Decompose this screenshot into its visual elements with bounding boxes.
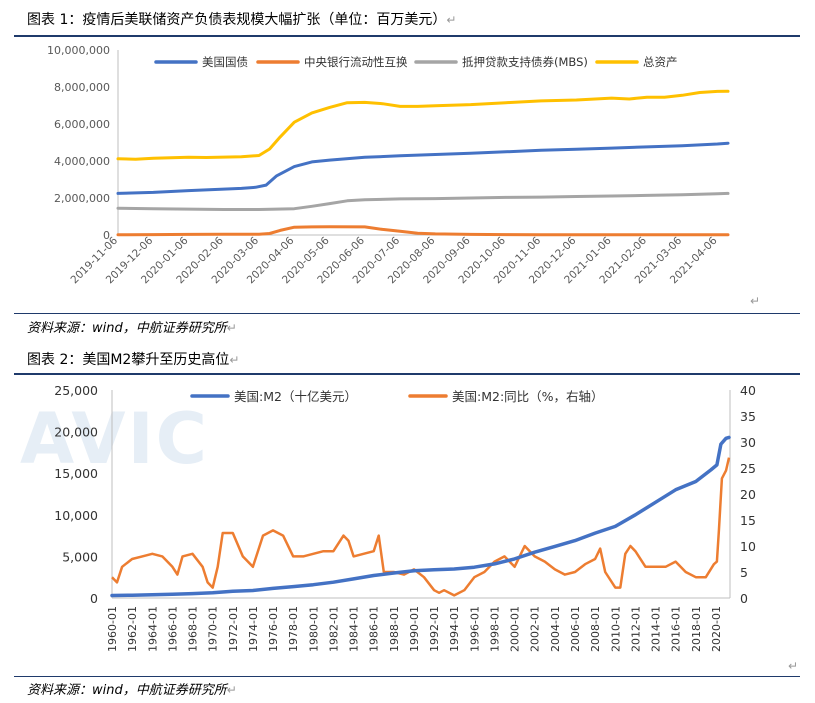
x-tick-label: 2008-01 — [589, 606, 602, 652]
x-tick-label: 1976-01 — [267, 606, 280, 652]
figure1-chart: 0 2,000,000 4,000,000 6,000,000 8,000,000 10,… — [47, 44, 760, 308]
series-line-m2 — [110, 435, 731, 598]
return-mark: ↵ — [750, 294, 760, 308]
y-tick-label: 25,000 — [54, 383, 98, 398]
x-tick-label: 2016-01 — [670, 606, 683, 652]
legend-label: 中央银行流动性互换 — [304, 55, 408, 69]
x-tick-label: 2002-01 — [529, 606, 542, 652]
y-tick-label: 4,000,000 — [54, 155, 110, 168]
series-line-3 — [116, 89, 730, 161]
x-tick-label: 1992-01 — [428, 606, 441, 652]
y-tick-label: 2,000,000 — [54, 192, 110, 205]
x-tick-label: 1974-01 — [247, 606, 260, 652]
figure2-title: 图表 2：美国M2攀升至历史高位↵ — [27, 352, 240, 368]
x-tick-label: 1970-01 — [207, 606, 220, 652]
series-line-2 — [116, 191, 730, 211]
x-tick-label: 1972-01 — [227, 606, 240, 652]
figure1-bottom-rule — [14, 313, 800, 314]
x-tick-label: 1990-01 — [408, 606, 421, 652]
y2-tick-label: 5 — [740, 565, 748, 580]
y2-tick-label: 10 — [740, 539, 756, 554]
legend-label: 美国:M2（十亿美元） — [234, 389, 357, 404]
y-tick-label: 5,000 — [62, 549, 98, 564]
x-tick-label: 2004-01 — [549, 606, 562, 652]
y2-tick-label: 20 — [740, 487, 756, 502]
y2-tick-label: 35 — [740, 409, 756, 424]
series-line-1 — [116, 225, 730, 237]
y-tick-label: 15,000 — [54, 466, 98, 481]
legend-label: 美国国债 — [202, 55, 248, 69]
x-tick-label: 1978-01 — [287, 606, 300, 652]
figure2-chart: 0 5,000 10,000 15,000 20,000 25,000 0 5 10 15 20 25… — [54, 383, 798, 673]
y2-tick-label: 15 — [740, 513, 756, 528]
figure2-bottom-rule — [14, 676, 800, 677]
y-tick-label: 20,000 — [54, 425, 98, 440]
x-tick-label: 2018-01 — [690, 606, 703, 652]
x-tick-label: 2006-01 — [569, 606, 582, 652]
x-tick-label: 1968-01 — [187, 606, 200, 652]
x-tick-label: 2010-01 — [609, 606, 622, 652]
return-mark: ↵ — [788, 659, 798, 673]
y-tick-label: 10,000 — [54, 508, 98, 523]
y-tick-label: 8,000,000 — [54, 81, 110, 94]
y-tick-label: 0 — [90, 591, 98, 606]
x-tick-label: 2012-01 — [629, 606, 642, 652]
figure2-source: 资料来源：wind，中航证券研究所↵ — [27, 683, 237, 698]
x-tick-label: 1994-01 — [448, 606, 461, 652]
x-tick-label: 2014-01 — [650, 606, 663, 652]
figure1-source: 资料来源：wind，中航证券研究所↵ — [27, 321, 237, 336]
x-tick-label: 1998-01 — [488, 606, 501, 652]
series-line-0 — [116, 141, 730, 195]
x-tick-label: 2020-01 — [710, 606, 723, 652]
x-tick-label: 1960-01 — [106, 606, 119, 652]
figure1-top-rule — [14, 35, 800, 37]
x-tick-label: 1962-01 — [126, 606, 139, 652]
y-tick-label: 0 — [103, 229, 110, 242]
x-tick-label: 1986-01 — [368, 606, 381, 652]
y2-tick-label: 40 — [740, 383, 756, 398]
legend-label: 总资产 — [643, 55, 678, 69]
legend-label: 抵押贷款支持债券(MBS) — [462, 55, 588, 69]
y-tick-label: 10,000,000 — [47, 44, 110, 57]
x-tick-label: 1966-01 — [166, 606, 179, 652]
x-tick-label: 1964-01 — [146, 606, 159, 652]
y-tick-label: 6,000,000 — [54, 118, 110, 131]
figure2-top-rule — [14, 373, 800, 375]
y2-tick-label: 0 — [740, 591, 748, 606]
x-tick-label: 1982-01 — [327, 606, 340, 652]
legend-label: 美国:M2:同比（%，右轴） — [452, 389, 604, 404]
x-tick-label: 1988-01 — [388, 606, 401, 652]
y2-tick-label: 30 — [740, 435, 756, 450]
watermark-logo: AVIC — [20, 398, 210, 480]
series-line-m2-yoy — [111, 457, 731, 597]
x-tick-label: 1996-01 — [468, 606, 481, 652]
figure1-title: 图表 1：疫情后美联储资产负债表规模大幅扩张（单位：百万美元）↵ — [27, 12, 457, 28]
x-tick-label: 1984-01 — [348, 606, 361, 652]
x-tick-label: 2000-01 — [509, 606, 522, 652]
y2-tick-label: 25 — [740, 461, 756, 476]
x-tick-label: 1980-01 — [307, 606, 320, 652]
